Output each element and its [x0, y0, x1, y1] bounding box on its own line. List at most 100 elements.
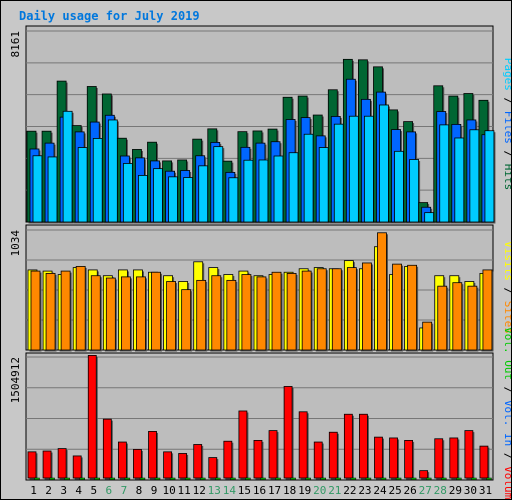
bar-pages-day5	[92, 138, 103, 223]
bar-pages-day2	[47, 156, 58, 223]
bar-volume-day29	[449, 437, 459, 479]
bar-sites-day18	[286, 273, 297, 351]
x-tick-day1: 1	[30, 484, 37, 497]
bar-volume-day13	[208, 457, 218, 479]
bar-pages-day12	[198, 165, 209, 223]
bar-pages-day6	[107, 119, 118, 223]
bar-sites-day12	[196, 279, 207, 351]
x-tick-day2: 2	[45, 484, 52, 497]
bar-volume-day31	[479, 445, 489, 479]
x-tick-day11: 11	[178, 484, 191, 497]
bar-pages-day21	[333, 123, 344, 223]
bar-volume-day7	[117, 441, 127, 479]
bar-sites-day14	[226, 279, 237, 351]
y-max-label-volume: 1504912	[9, 357, 22, 403]
bar-sites-day9	[151, 271, 161, 351]
legend-volume-item: Vol. In	[502, 400, 511, 446]
bar-sites-day7	[120, 276, 131, 351]
x-tick-day30: 30	[464, 484, 477, 497]
bar-volout-day25	[395, 477, 402, 480]
bar-sites-day4	[75, 266, 86, 351]
bar-sites-day23	[362, 262, 372, 351]
x-tick-day4: 4	[75, 484, 82, 497]
y-max-label-hits: 8161	[9, 31, 22, 58]
bar-pages-day8	[138, 175, 148, 223]
bar-pages-day13	[213, 146, 224, 223]
bar-volout-day5	[94, 477, 101, 480]
x-tick-day21: 21	[328, 484, 341, 497]
bar-volume-day27	[419, 470, 429, 479]
legend-visits-sites-item: Sites	[502, 301, 511, 334]
bar-volout-day19	[305, 477, 311, 480]
bar-volume-day10	[163, 451, 172, 479]
x-tick-day15: 15	[238, 484, 251, 497]
bar-sites-day17	[271, 271, 282, 351]
bar-volout-day24	[380, 477, 387, 480]
bar-sites-day10	[166, 281, 176, 351]
bar-volout-day15	[245, 477, 251, 480]
bar-pages-day28	[439, 124, 450, 223]
bar-pages-day22	[348, 115, 359, 223]
bar-pages-day18	[288, 152, 299, 223]
bar-volume-day9	[148, 431, 157, 479]
bar-volume-day23	[359, 413, 368, 479]
bar-volout-day21	[335, 477, 342, 480]
bar-pages-day19	[303, 133, 314, 223]
bar-pages-day14	[228, 177, 239, 223]
x-tick-day8: 8	[136, 484, 143, 497]
bar-sites-day15	[241, 274, 252, 351]
x-tick-day26: 26	[404, 484, 417, 497]
bar-pages-day31	[484, 130, 495, 223]
bar-sites-day3	[60, 270, 71, 351]
legend-visits-sites: Visits / Sites	[502, 241, 511, 334]
bar-volume-day20	[313, 441, 323, 479]
bar-pages-day7	[122, 163, 133, 223]
bar-volume-day26	[404, 440, 414, 479]
x-tick-day16: 16	[253, 484, 266, 497]
x-tick-day27: 27	[419, 484, 432, 497]
legend-volume: Vol. Out / Vol. In / Volume	[502, 327, 511, 499]
x-tick-day18: 18	[283, 484, 296, 497]
bar-volume-day12	[193, 444, 203, 479]
bar-pages-day10	[168, 176, 178, 223]
x-tick-day25: 25	[388, 484, 401, 497]
x-tick-day29: 29	[449, 484, 462, 497]
bar-volout-day8	[139, 477, 146, 480]
x-tick-day19: 19	[298, 484, 311, 497]
bar-sites-day26	[407, 264, 418, 351]
bar-volume-day6	[102, 418, 112, 479]
bar-sites-day29	[452, 282, 463, 351]
bar-sites-day8	[136, 276, 146, 351]
bar-volout-day31	[486, 477, 492, 480]
bar-sites-day13	[211, 275, 222, 351]
x-tick-day31: 31	[479, 484, 492, 497]
x-tick-day7: 7	[121, 484, 128, 497]
bar-volume-day14	[223, 440, 233, 479]
bar-volout-day18	[290, 477, 296, 480]
bar-volout-day2	[49, 477, 55, 480]
bar-sites-day28	[437, 285, 448, 351]
bar-sites-day30	[467, 285, 478, 351]
bar-volume-day4	[72, 455, 82, 479]
bar-sites-day16	[256, 276, 267, 351]
bar-volume-day3	[57, 448, 67, 479]
x-tick-day13: 13	[208, 484, 221, 497]
bar-volout-day13	[215, 477, 221, 480]
x-tick-day5: 5	[90, 484, 97, 497]
x-tick-day6: 6	[106, 484, 113, 497]
bar-pages-day9	[153, 168, 163, 223]
bar-pages-day29	[454, 137, 465, 223]
bar-sites-day19	[301, 270, 312, 351]
bar-volout-day12	[199, 477, 206, 480]
bar-volume-day1	[27, 451, 37, 479]
bar-volume-day5	[87, 355, 97, 479]
bar-volume-day17	[268, 430, 278, 479]
bar-volume-day30	[464, 430, 474, 479]
bar-volume-day11	[178, 453, 188, 479]
chart-title: Daily usage for July 2019	[19, 9, 200, 23]
bar-sites-day25	[392, 263, 402, 351]
legend-hits-files-pages-item: Hits	[502, 164, 511, 191]
bar-pages-day1	[32, 155, 43, 223]
bar-sites-day21	[331, 268, 342, 351]
